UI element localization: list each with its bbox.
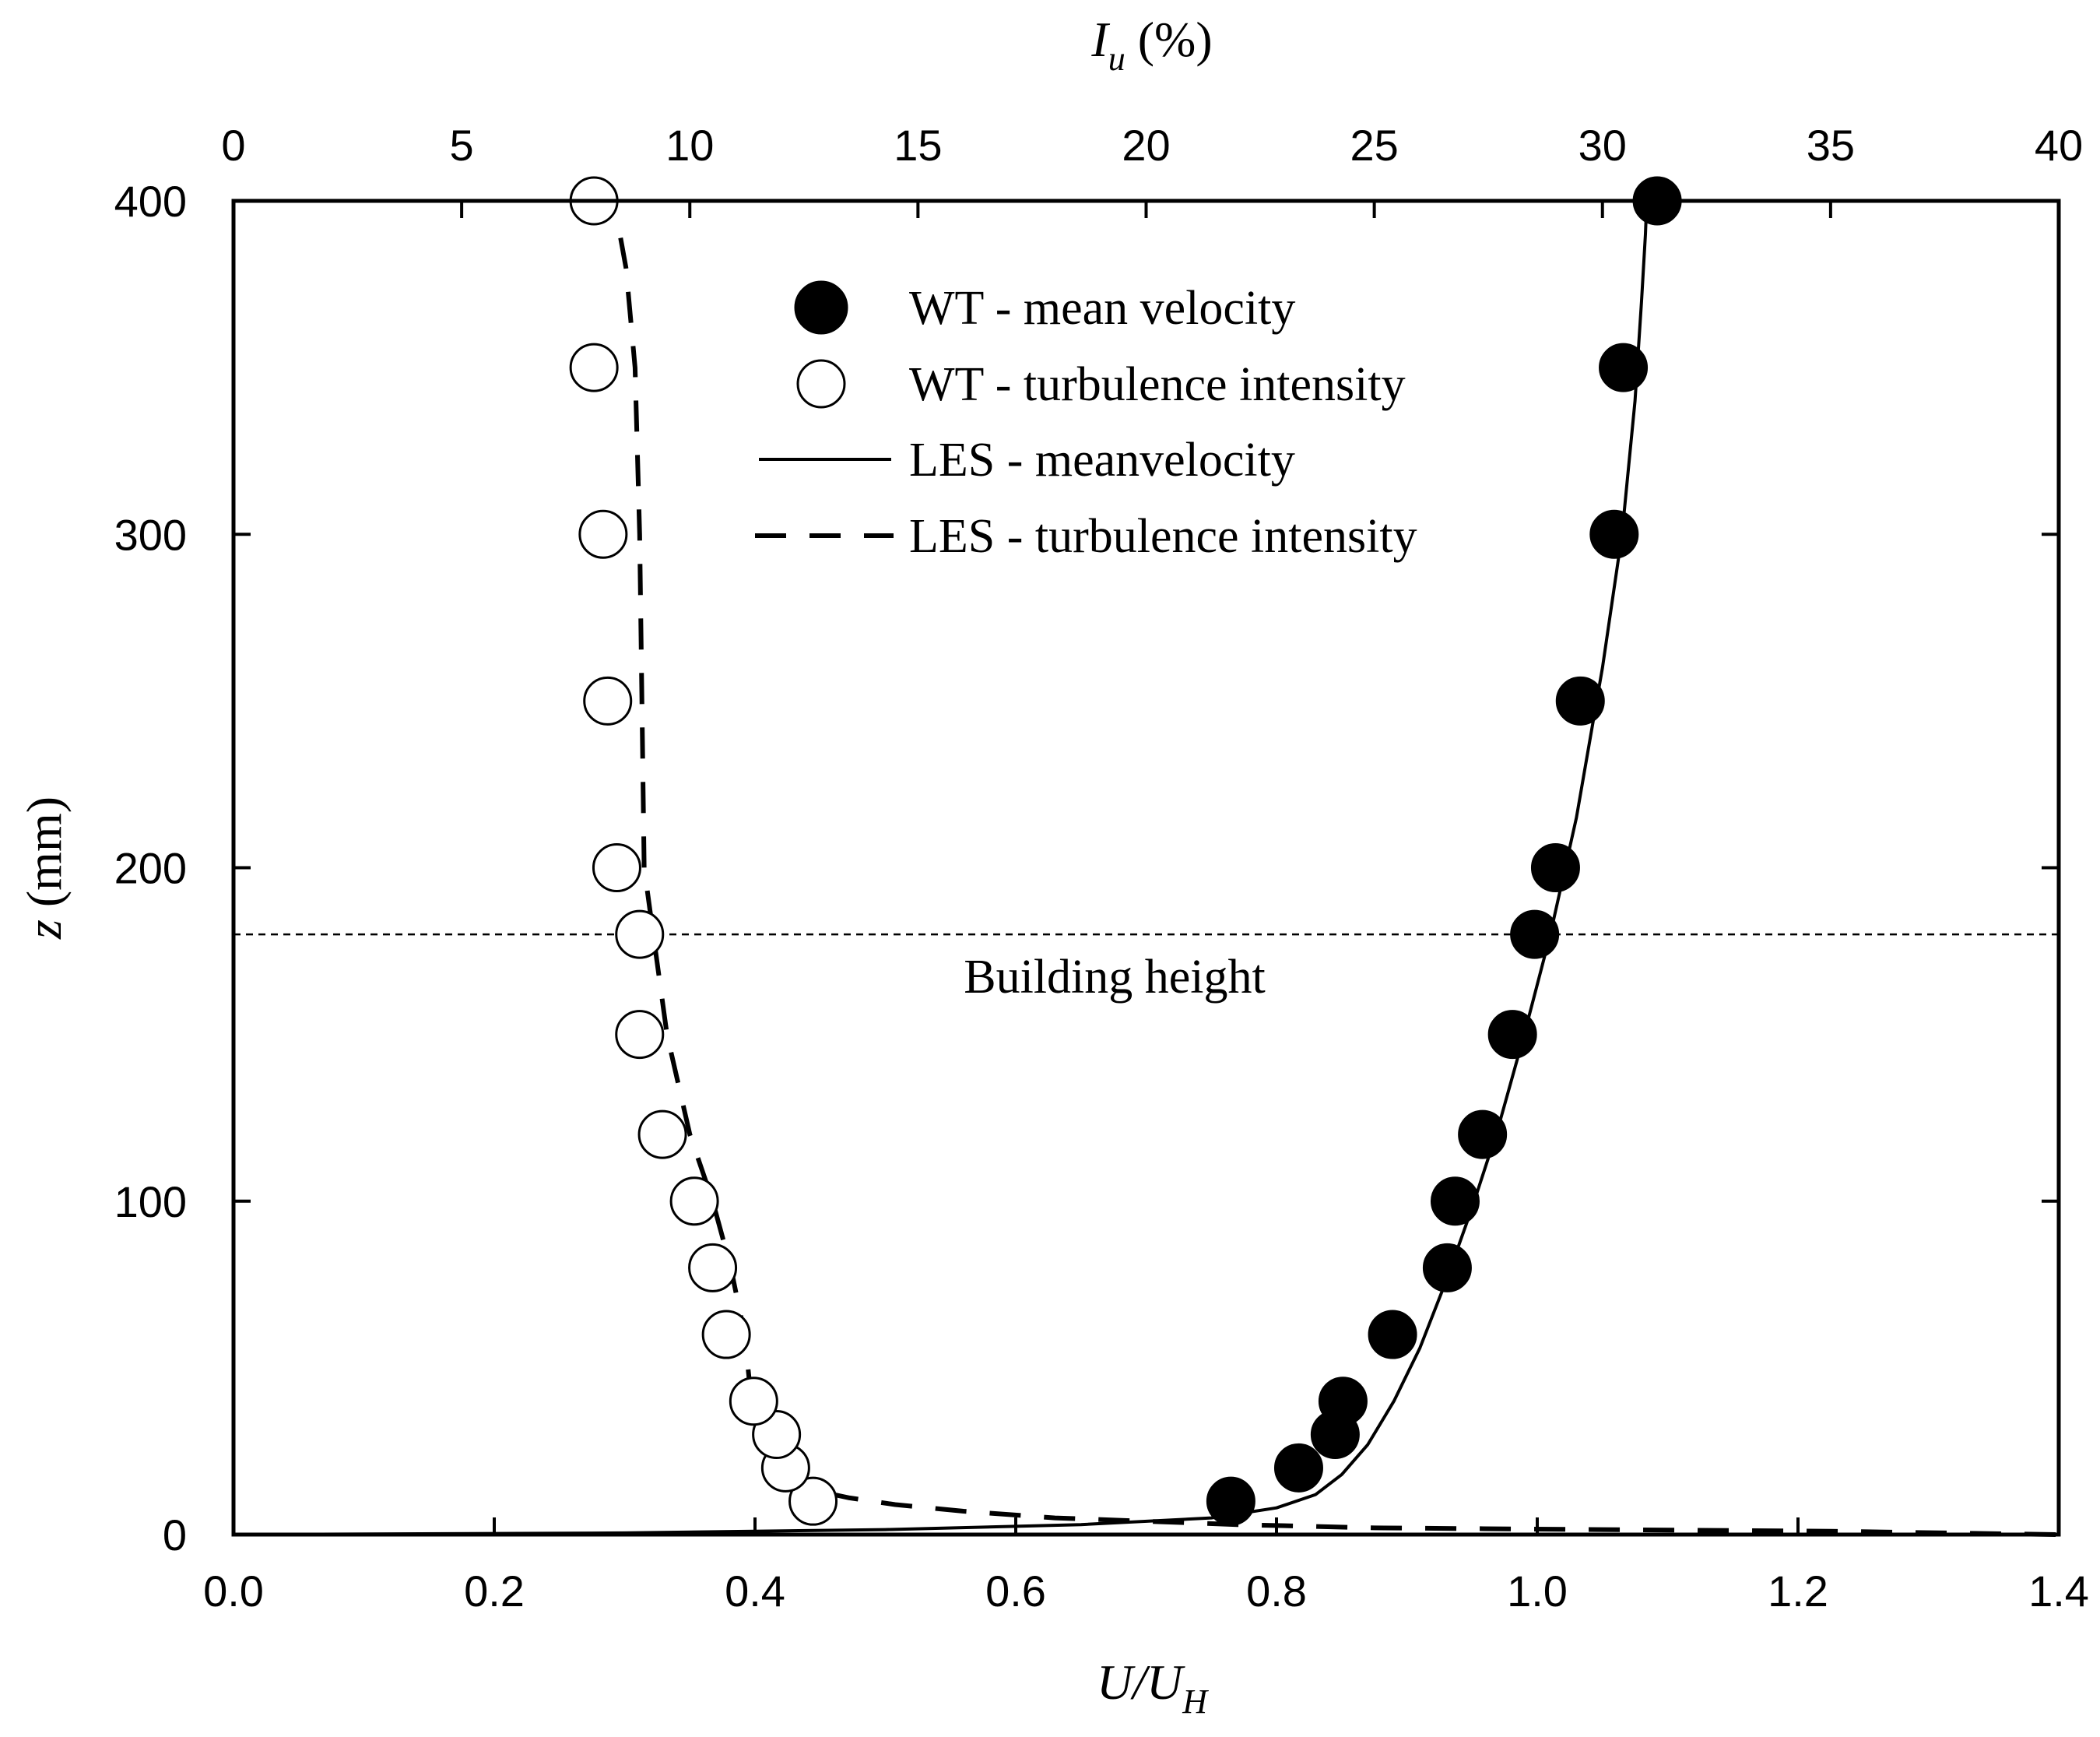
legend: WT - mean velocity WT - turbulence inten… xyxy=(755,280,1417,563)
legend-label-les-turbulence-intensity: LES - turbulence intensity xyxy=(909,510,1417,563)
x-bottom-axis-label: U/U xyxy=(1097,1654,1185,1710)
x-bottom-tick-label: 0.6 xyxy=(985,1566,1046,1616)
wt-mean-velocity-point xyxy=(1206,1476,1255,1526)
wt-mean-velocity-point xyxy=(1458,1109,1508,1159)
x-top-axis-title: Iu (%) xyxy=(1090,12,1212,78)
x-top-tick-label: 5 xyxy=(450,121,474,170)
x-bottom-tick-label: 0.8 xyxy=(1246,1566,1307,1616)
wt-turbulence-intensity-point xyxy=(569,343,619,392)
wt-turbulence-intensity-point xyxy=(701,1310,751,1359)
y-axis-label-unit: (mm) xyxy=(16,796,72,919)
wt-turbulence-intensity-point xyxy=(615,909,665,959)
wt-mean-velocity-point xyxy=(1368,1310,1417,1359)
y-tick-label: 400 xyxy=(114,177,187,226)
x-top-axis-label: I xyxy=(1090,12,1110,67)
wt-turbulence-intensity-point xyxy=(583,676,633,726)
y-tick-label: 300 xyxy=(114,510,187,559)
x-bottom-tick-label: 0.4 xyxy=(725,1566,785,1616)
wt-mean-velocity-point xyxy=(1599,343,1649,392)
x-top-tick-label: 40 xyxy=(2035,121,2083,170)
legend-label-wt-mean-velocity: WT - mean velocity xyxy=(909,282,1295,335)
wt-turbulence-intensity-point xyxy=(578,509,628,559)
x-top-tick-label: 15 xyxy=(894,121,942,170)
x-bottom-tick-label: 1.2 xyxy=(1768,1566,1828,1616)
y-tick-label: 200 xyxy=(114,844,187,893)
y-tick-label: 100 xyxy=(114,1177,187,1226)
x-top-axis-label-subscript: u xyxy=(1108,40,1126,78)
wt-mean-velocity-point xyxy=(1273,1443,1323,1493)
wt-mean-velocity-point xyxy=(1530,843,1580,892)
wt-turbulence-intensity-point xyxy=(788,1476,838,1526)
wt-turbulence-intensity-point xyxy=(615,1010,665,1060)
wt-mean-velocity-point xyxy=(1487,1010,1537,1060)
legend-label-les-meanvelocity: LES - meanvelocity xyxy=(909,434,1295,487)
wt-mean-velocity-point xyxy=(1589,509,1639,559)
x-top-tick-label: 0 xyxy=(221,121,245,170)
wt-turbulence-intensity-point xyxy=(688,1243,738,1292)
building-height-label: Building height xyxy=(964,951,1266,1004)
x-top-tick-label: 30 xyxy=(1579,121,1627,170)
tick-layer: 0.0 0.2 0.4 0.6 0.8 1.0 1.2 1.4 0 5 10 15 20 25 30 35 40… xyxy=(114,121,2089,1616)
x-bottom-tick-label: 1.0 xyxy=(1507,1566,1568,1616)
wt-mean-velocity-point xyxy=(1422,1243,1472,1292)
x-top-tick-label: 20 xyxy=(1122,121,1170,170)
y-axis-label: z xyxy=(16,919,72,940)
x-bottom-axis-title: U/UH xyxy=(1097,1654,1209,1721)
x-bottom-tick-label: 0.0 xyxy=(203,1566,264,1616)
legend-filled-circle-marker xyxy=(794,280,848,335)
x-top-tick-label: 10 xyxy=(665,121,714,170)
wt-mean-velocity-point xyxy=(1430,1176,1480,1226)
x-top-axis-label-unit: (%) xyxy=(1126,12,1213,67)
wt-turbulence-intensity-point xyxy=(637,1109,687,1159)
wt-turbulence-intensity-point xyxy=(592,843,641,892)
x-top-tick-label: 35 xyxy=(1807,121,1855,170)
wt-mean-velocity-point xyxy=(1510,909,1560,959)
wt-mean-velocity-point xyxy=(1555,676,1605,726)
wt-turbulence-intensity-point xyxy=(729,1377,778,1426)
legend-open-circle-marker xyxy=(796,359,846,409)
x-bottom-tick-label: 0.2 xyxy=(464,1566,525,1616)
wt-mean-velocity-point xyxy=(1318,1377,1368,1426)
wt-turbulence-intensity-point xyxy=(669,1176,719,1226)
y-tick-label: 0 xyxy=(163,1510,187,1559)
x-bottom-axis-label-subscript: H xyxy=(1182,1682,1209,1721)
x-bottom-tick-label: 1.4 xyxy=(2028,1566,2089,1616)
legend-label-wt-turbulence-intensity: WT - turbulence intensity xyxy=(909,358,1406,411)
x-top-tick-label: 25 xyxy=(1350,121,1398,170)
y-axis-title: z (mm) xyxy=(16,796,72,940)
